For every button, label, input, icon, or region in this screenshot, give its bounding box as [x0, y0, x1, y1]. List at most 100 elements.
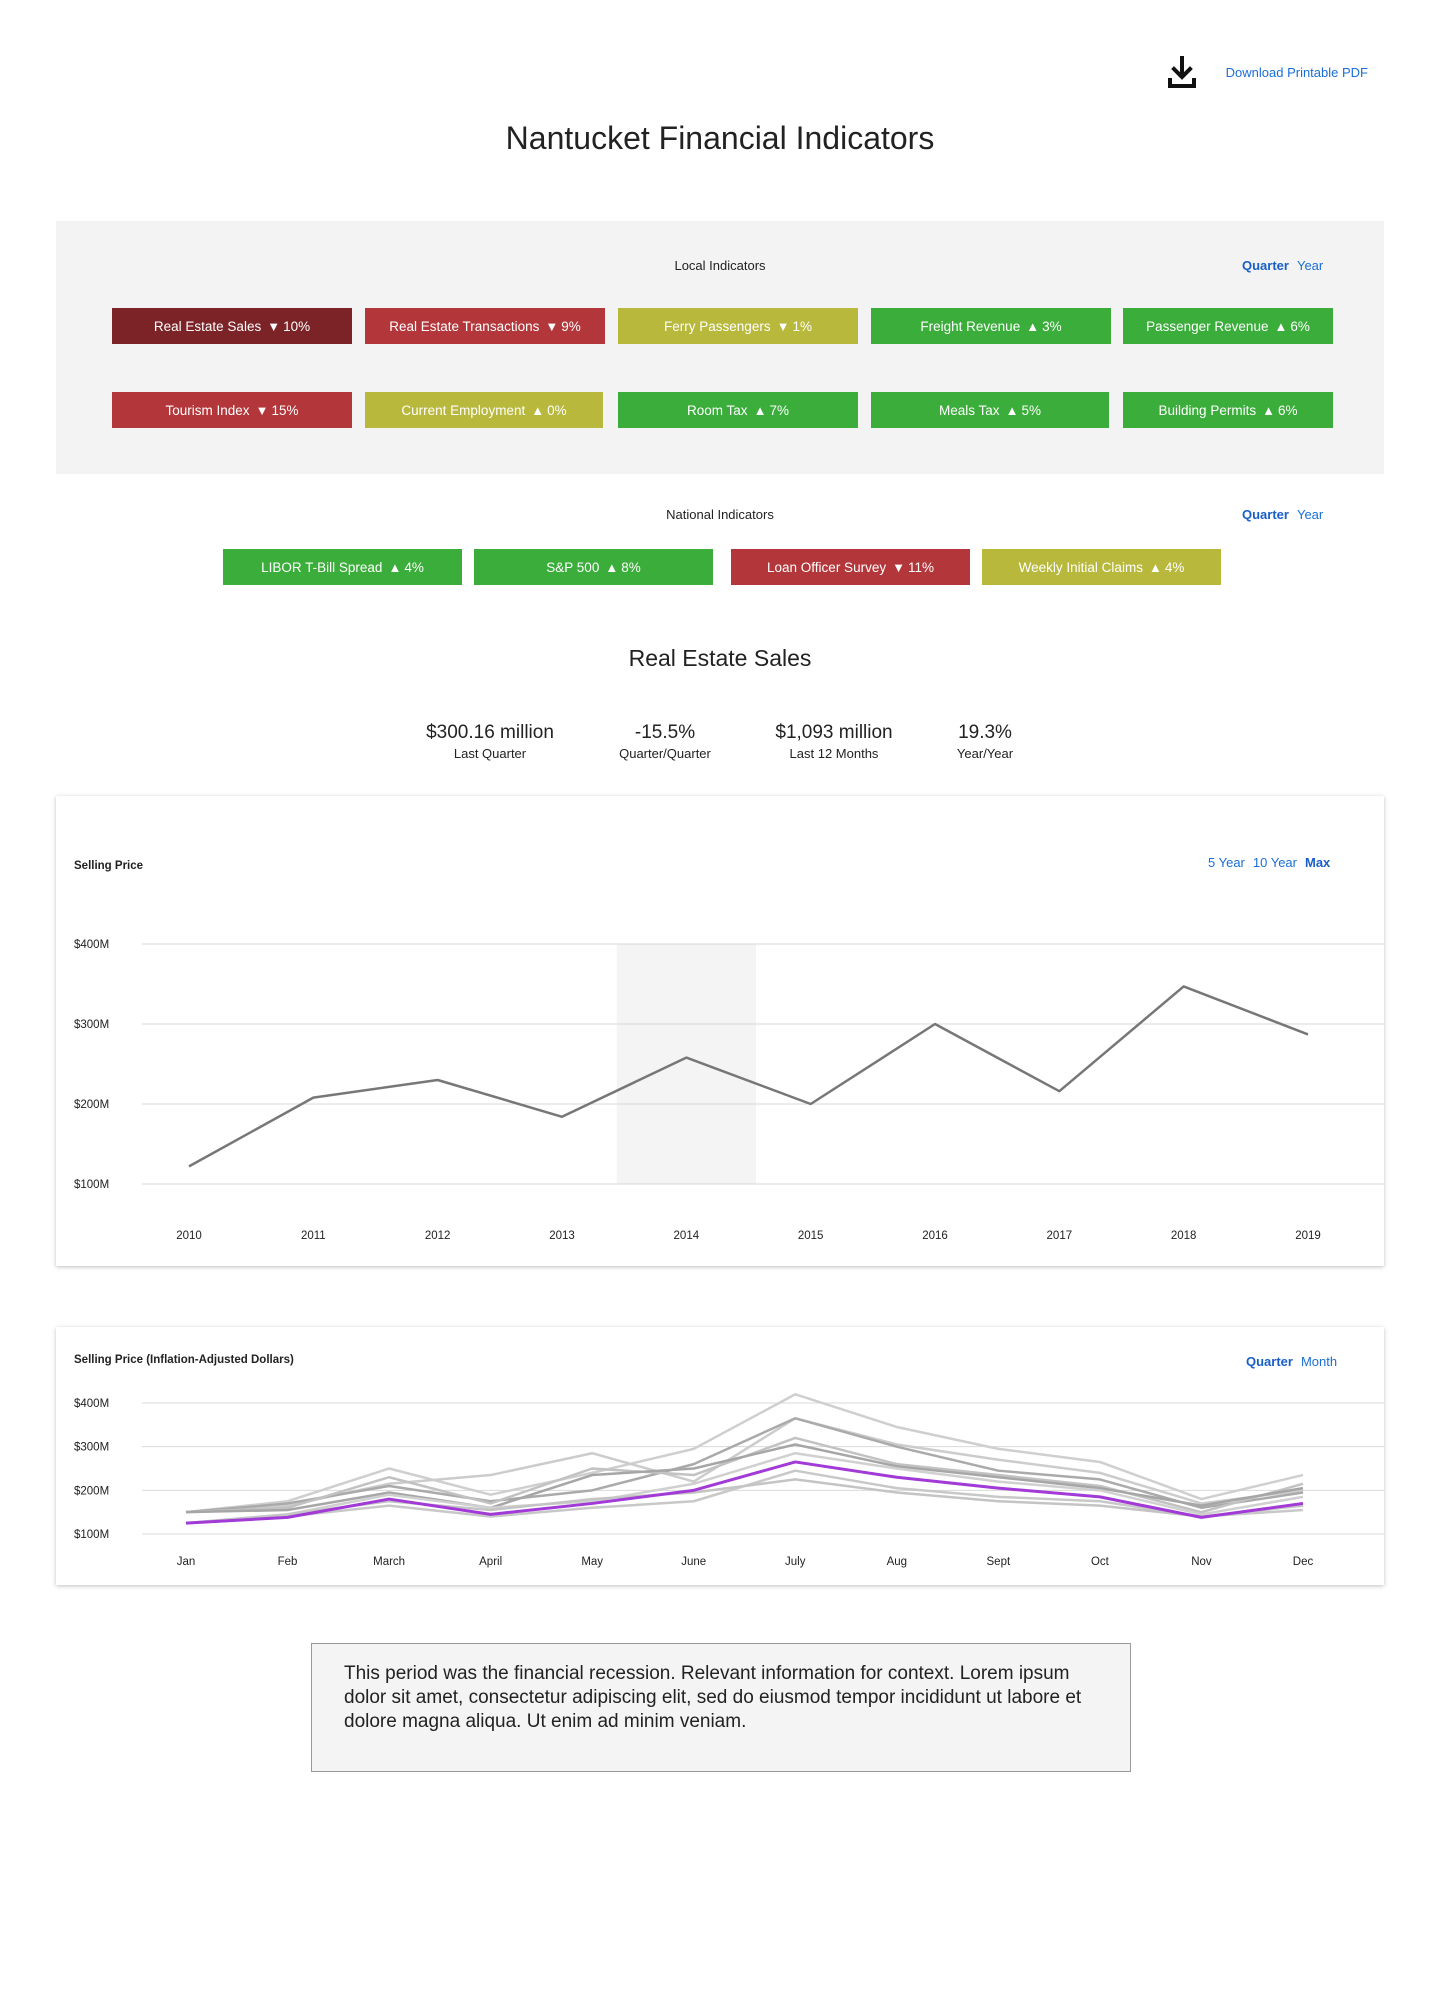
stat-last-12-months: $1,093 million Last 12 Months	[766, 722, 902, 761]
local-indicators-label: Local Indicators	[674, 258, 766, 273]
highlight-series-line	[185, 1460, 1304, 1525]
indicator-freight-revenue[interactable]: Freight Revenue ▲ 3%	[871, 308, 1111, 344]
x-tick-label: March	[373, 1556, 405, 1568]
indicator-meals-tax[interactable]: Meals Tax ▲ 5%	[871, 392, 1109, 428]
x-tick-label: Sept	[987, 1556, 1011, 1568]
x-tick-label: April	[479, 1556, 502, 1568]
down-arrow-icon: ▼	[545, 318, 559, 334]
indicator-building-permits[interactable]: Building Permits ▲ 6%	[1123, 392, 1333, 428]
download-icon[interactable]	[1167, 56, 1196, 88]
indicator-loan-officer-survey[interactable]: Loan Officer Survey ▼ 11%	[731, 549, 970, 585]
indicator-label: Meals Tax	[939, 402, 1000, 418]
chart-month-toggle[interactable]: Month	[1300, 1354, 1338, 1369]
indicator-value: 15%	[271, 402, 299, 418]
series-line	[185, 1469, 1304, 1525]
selling-price-chart-card: Selling Price 5 Year 10 Year Max $100M $2…	[56, 796, 1384, 1266]
up-arrow-icon: ▲	[1005, 402, 1019, 418]
indicator-value: 8%	[621, 559, 641, 575]
indicator-value: 0%	[547, 402, 567, 418]
indicator-label: Loan Officer Survey	[767, 559, 887, 575]
stat-quarter-change: -15.5% Quarter/Quarter	[600, 722, 730, 761]
indicator-current-employment[interactable]: Current Employment ▲ 0%	[365, 392, 603, 428]
y-tick-label: $400M	[74, 1398, 109, 1410]
indicator-value: 6%	[1290, 318, 1310, 334]
up-arrow-icon: ▲	[605, 559, 619, 575]
download-label[interactable]: Download Printable PDF	[1225, 64, 1368, 80]
y-tick-label: $100M	[74, 1529, 109, 1541]
indicator-value: 6%	[1277, 402, 1298, 418]
indicator-label: LIBOR T-Bill Spread	[261, 559, 383, 575]
x-tick-label: Dec	[1293, 1556, 1314, 1568]
download-pdf-link[interactable]: Download Printable PDF	[1167, 56, 1368, 88]
indicator-value: 4%	[1164, 559, 1185, 575]
up-arrow-icon: ▲	[753, 402, 767, 418]
stat-last-quarter: $300.16 million Last Quarter	[420, 722, 560, 761]
indicator-weekly-initial-claims[interactable]: Weekly Initial Claims ▲ 4%	[982, 549, 1221, 585]
local-year-toggle[interactable]: Year	[1296, 258, 1324, 273]
indicator-label: Ferry Passengers	[664, 318, 771, 334]
indicator-real-estate-transactions[interactable]: Real Estate Transactions ▼ 9%	[365, 308, 605, 344]
indicator-label: Tourism Index	[165, 402, 250, 418]
x-tick-label: 2011	[301, 1230, 326, 1242]
stat-label: Last Quarter	[453, 746, 527, 761]
range-5-year-button[interactable]: 5 Year	[1208, 855, 1245, 870]
range-max-button[interactable]: Max	[1304, 855, 1331, 870]
y-tick-label: $400M	[74, 939, 109, 951]
indicator-libor-t-bill-spread[interactable]: LIBOR T-Bill Spread ▲ 4%	[223, 549, 462, 585]
indicator-tourism-index[interactable]: Tourism Index ▼ 15%	[112, 392, 352, 428]
indicator-label: Room Tax	[687, 402, 748, 418]
y-tick-label: $100M	[74, 1179, 109, 1191]
indicator-label: Weekly Initial Claims	[1018, 559, 1143, 575]
national-year-toggle[interactable]: Year	[1296, 507, 1324, 522]
series-line	[188, 985, 1309, 1168]
indicator-s-p-500[interactable]: S&P 500 ▲ 8%	[474, 549, 713, 585]
inflation-adjusted-chart-card: Selling Price (Inflation-Adjusted Dollar…	[56, 1327, 1384, 1585]
chart-title: Selling Price	[74, 860, 144, 872]
local-period-toggle: Quarter Year	[1242, 258, 1323, 273]
indicator-value: 5%	[1021, 402, 1041, 418]
y-tick-label: $200M	[74, 1099, 109, 1111]
local-quarter-toggle[interactable]: Quarter	[1242, 258, 1289, 273]
up-arrow-icon: ▲	[1274, 318, 1288, 334]
up-arrow-icon: ▲	[531, 402, 545, 418]
up-arrow-icon: ▲	[1262, 402, 1275, 418]
inflation-adjusted-chart: $100M $200M $300M $400M Jan Feb March April May J…	[74, 1393, 1384, 1568]
stat-label: Quarter/Quarter	[619, 746, 711, 761]
indicator-label: Freight Revenue	[920, 318, 1021, 334]
series-line	[185, 1417, 1304, 1514]
indicator-real-estate-sales[interactable]: Real Estate Sales ▼ 10%	[112, 308, 352, 344]
indicator-ferry-passengers[interactable]: Ferry Passengers ▼ 1%	[618, 308, 858, 344]
up-arrow-icon: ▲	[1148, 559, 1162, 575]
indicator-value: 11%	[907, 559, 934, 575]
y-tick-label: $300M	[74, 1442, 109, 1454]
stat-label: Last 12 Months	[789, 746, 879, 761]
range-10-year-button[interactable]: 10 Year	[1252, 855, 1297, 870]
y-tick-label: $300M	[74, 1019, 109, 1031]
local-indicators-panel: Local Indicators Quarter Year Real Estat…	[56, 221, 1384, 474]
section-title: Real Estate Sales	[628, 645, 812, 671]
national-period-toggle: Quarter Year	[1242, 507, 1323, 522]
indicator-label: Passenger Revenue	[1146, 318, 1269, 334]
x-tick-label: 2014	[674, 1230, 700, 1242]
highlight-band	[616, 944, 756, 1184]
x-tick-label: 2017	[1047, 1230, 1073, 1242]
x-tick-label: 2015	[798, 1230, 824, 1242]
series-line	[185, 1443, 1304, 1514]
page-title: Nantucket Financial Indicators	[505, 120, 935, 156]
down-arrow-icon: ▼	[267, 318, 281, 334]
x-tick-label: Aug	[887, 1556, 907, 1568]
indicator-value: 4%	[404, 559, 424, 575]
chart-period-toggle: Quarter Month	[1246, 1354, 1337, 1369]
series-line	[185, 1393, 1304, 1514]
national-quarter-toggle[interactable]: Quarter	[1242, 507, 1289, 522]
stat-label: Year/Year	[956, 746, 1014, 761]
indicator-value: 1%	[792, 318, 812, 334]
indicator-room-tax[interactable]: Room Tax ▲ 7%	[618, 392, 858, 428]
indicator-passenger-revenue[interactable]: Passenger Revenue ▲ 6%	[1123, 308, 1333, 344]
x-tick-label: Jan	[177, 1556, 196, 1568]
series-line	[185, 1417, 1304, 1514]
chart-quarter-toggle[interactable]: Quarter	[1246, 1354, 1293, 1369]
national-indicators-label: National Indicators	[666, 507, 774, 522]
stat-value: -15.5%	[634, 722, 696, 743]
x-tick-label: Feb	[278, 1556, 298, 1568]
